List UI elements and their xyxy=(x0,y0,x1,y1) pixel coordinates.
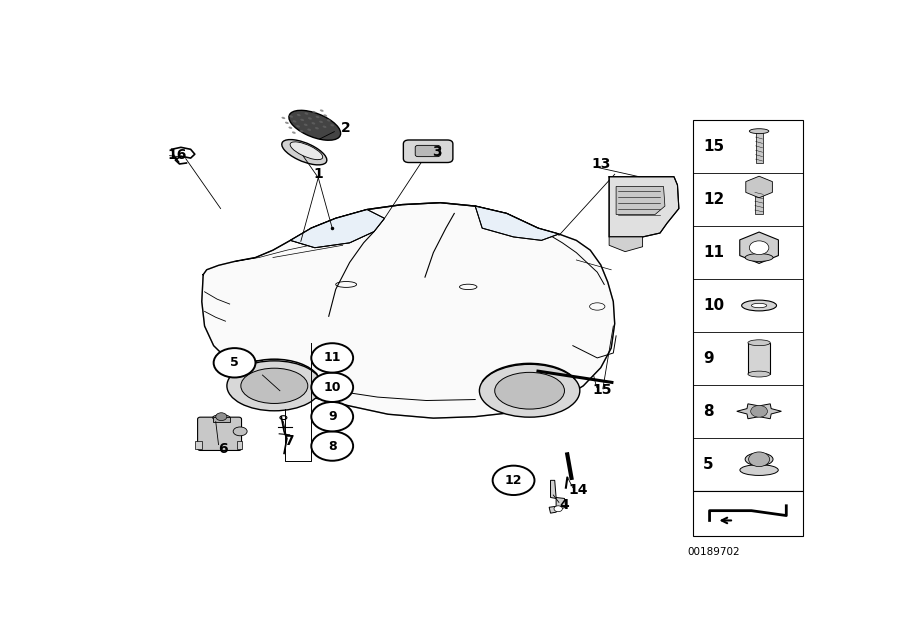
Circle shape xyxy=(751,405,768,417)
Ellipse shape xyxy=(495,372,564,409)
Ellipse shape xyxy=(241,368,308,403)
Polygon shape xyxy=(291,209,384,248)
Ellipse shape xyxy=(296,125,300,127)
Text: 15: 15 xyxy=(592,383,612,397)
Ellipse shape xyxy=(745,453,773,466)
Circle shape xyxy=(750,241,769,254)
Text: 9: 9 xyxy=(703,351,714,366)
Bar xyxy=(194,441,202,448)
Ellipse shape xyxy=(308,117,311,120)
Bar xyxy=(693,490,803,536)
Text: 1: 1 xyxy=(313,167,323,181)
Ellipse shape xyxy=(300,130,303,132)
Text: 10: 10 xyxy=(703,298,724,313)
Ellipse shape xyxy=(304,123,308,126)
Polygon shape xyxy=(616,186,665,214)
FancyBboxPatch shape xyxy=(415,146,440,156)
Text: 2: 2 xyxy=(341,121,351,135)
Text: 12: 12 xyxy=(703,192,724,207)
Bar xyxy=(755,187,763,214)
Text: 15: 15 xyxy=(703,139,724,155)
Circle shape xyxy=(213,348,256,378)
FancyBboxPatch shape xyxy=(403,140,453,163)
Ellipse shape xyxy=(316,116,320,118)
Text: 11: 11 xyxy=(323,352,341,364)
Circle shape xyxy=(311,343,353,373)
Ellipse shape xyxy=(312,111,316,113)
Circle shape xyxy=(311,431,353,460)
Ellipse shape xyxy=(315,127,319,129)
Ellipse shape xyxy=(322,125,327,128)
Ellipse shape xyxy=(289,127,293,129)
Ellipse shape xyxy=(748,340,770,345)
Polygon shape xyxy=(609,237,643,252)
Ellipse shape xyxy=(233,427,248,436)
Ellipse shape xyxy=(745,254,773,261)
Ellipse shape xyxy=(290,142,323,160)
Text: 7: 7 xyxy=(284,434,293,448)
Ellipse shape xyxy=(212,415,230,420)
Text: 8: 8 xyxy=(703,404,714,418)
Text: 13: 13 xyxy=(591,158,610,172)
Ellipse shape xyxy=(285,121,289,124)
Ellipse shape xyxy=(320,121,323,123)
Ellipse shape xyxy=(289,115,293,118)
Ellipse shape xyxy=(740,465,778,476)
Ellipse shape xyxy=(292,120,296,123)
Ellipse shape xyxy=(297,114,301,116)
Ellipse shape xyxy=(227,361,322,411)
Circle shape xyxy=(311,373,353,402)
Text: 00189702: 00189702 xyxy=(688,547,740,557)
Polygon shape xyxy=(475,206,559,240)
Text: 6: 6 xyxy=(218,441,228,455)
Circle shape xyxy=(749,452,770,467)
Ellipse shape xyxy=(330,124,334,127)
Text: 16: 16 xyxy=(167,148,186,162)
Polygon shape xyxy=(549,480,566,513)
Ellipse shape xyxy=(742,300,777,311)
Ellipse shape xyxy=(752,303,767,308)
Circle shape xyxy=(492,466,535,495)
Circle shape xyxy=(216,413,227,420)
Bar xyxy=(748,343,770,374)
Text: 5: 5 xyxy=(703,457,714,472)
Text: 11: 11 xyxy=(703,245,724,260)
Text: 9: 9 xyxy=(328,410,337,423)
Ellipse shape xyxy=(311,122,315,125)
Ellipse shape xyxy=(289,110,341,141)
Bar xyxy=(756,131,762,163)
Polygon shape xyxy=(202,203,615,418)
Ellipse shape xyxy=(480,364,580,417)
Ellipse shape xyxy=(327,119,330,121)
Bar xyxy=(237,441,242,448)
Text: 4: 4 xyxy=(560,498,570,512)
Ellipse shape xyxy=(282,139,327,165)
Circle shape xyxy=(554,506,562,512)
Ellipse shape xyxy=(750,128,769,134)
Circle shape xyxy=(311,402,353,431)
Ellipse shape xyxy=(320,109,324,112)
Ellipse shape xyxy=(292,132,296,134)
Ellipse shape xyxy=(307,128,311,131)
FancyBboxPatch shape xyxy=(198,417,241,450)
Text: 8: 8 xyxy=(328,439,337,453)
Ellipse shape xyxy=(304,113,309,114)
Text: 10: 10 xyxy=(323,381,341,394)
Ellipse shape xyxy=(323,114,327,116)
Ellipse shape xyxy=(282,117,285,119)
Bar xyxy=(693,120,803,490)
Text: 5: 5 xyxy=(230,356,238,370)
Ellipse shape xyxy=(301,119,304,121)
Text: 12: 12 xyxy=(505,474,522,487)
Polygon shape xyxy=(737,404,781,418)
Bar xyxy=(213,417,230,422)
Text: 14: 14 xyxy=(569,483,589,497)
Polygon shape xyxy=(609,177,679,237)
Text: 3: 3 xyxy=(432,145,442,159)
Ellipse shape xyxy=(748,371,770,377)
